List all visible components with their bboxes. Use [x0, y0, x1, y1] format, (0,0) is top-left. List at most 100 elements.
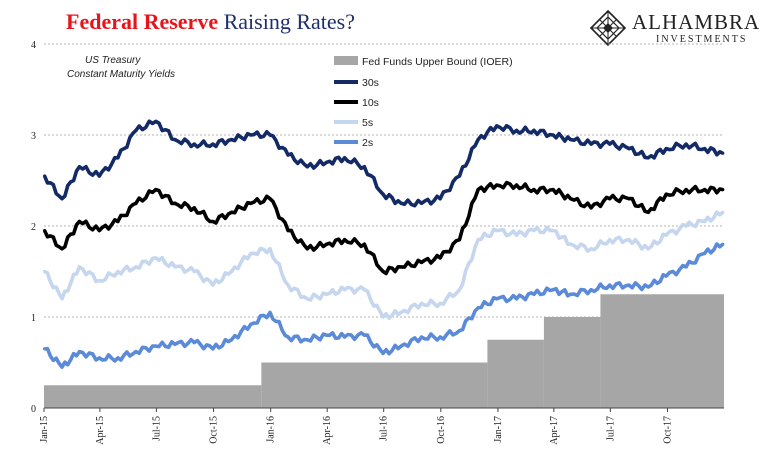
data-point-30s	[457, 174, 462, 178]
data-point-5s	[324, 292, 329, 296]
legend-swatch-fed-funds	[334, 56, 358, 65]
data-point-30s	[286, 153, 290, 157]
data-point-2s	[551, 288, 555, 292]
data-point-10s	[286, 228, 290, 233]
data-point-5s	[589, 247, 593, 251]
data-point-10s	[43, 228, 47, 233]
title-part1: Federal Reserve	[66, 9, 219, 34]
data-point-2s	[154, 344, 158, 348]
data-point-30s	[249, 133, 253, 137]
y-tick-label-3: 3	[31, 131, 36, 142]
data-point-10s	[173, 201, 177, 205]
data-point-10s	[60, 247, 64, 251]
data-point-5s	[60, 297, 64, 301]
data-point-2s	[268, 310, 272, 315]
data-point-10s	[211, 219, 215, 224]
data-point-2s	[684, 265, 688, 269]
data-point-30s	[514, 128, 519, 133]
data-point-10s	[551, 188, 555, 192]
data-point-10s	[589, 206, 593, 210]
data-point-30s	[77, 165, 81, 169]
data-point-10s	[116, 219, 120, 224]
y-tick-label-4: 4	[31, 40, 36, 51]
data-point-10s	[476, 188, 480, 192]
data-point-10s	[646, 210, 650, 214]
data-point-2s	[457, 329, 462, 333]
data-point-10s	[627, 197, 631, 201]
data-point-5s	[116, 269, 120, 274]
data-point-10s	[381, 269, 385, 274]
data-point-30s	[342, 156, 347, 160]
company-logo: ALHAMBRA INVESTMENTS	[590, 8, 762, 48]
data-point-10s	[399, 265, 403, 269]
x-tick-label-Jul-17: Jul-17	[605, 416, 616, 441]
legend-label-fed-funds: Fed Funds Upper Bound (IOER)	[362, 56, 513, 68]
data-point-5s	[154, 256, 158, 260]
data-point-5s	[342, 288, 347, 292]
data-point-5s	[684, 224, 688, 228]
data-point-30s	[154, 119, 158, 123]
data-point-5s	[173, 265, 177, 269]
data-point-30s	[608, 142, 612, 146]
data-point-2s	[97, 356, 101, 360]
data-point-2s	[134, 349, 138, 354]
data-point-2s	[532, 292, 536, 296]
data-point-5s	[495, 228, 499, 233]
axes: 0 1 2 3 4 Jan-15 Apr-15 Jul-15 Oct-15 Jan-16 Apr-1…	[31, 40, 724, 445]
data-point-10s	[703, 188, 707, 192]
data-point-5s	[399, 310, 403, 315]
x-tick-label-Apr-15: Apr-15	[95, 416, 106, 445]
data-point-2s	[116, 356, 120, 360]
data-point-10s	[419, 260, 424, 264]
fed-funds-step-3	[543, 317, 601, 408]
x-tick-label-Jul-16: Jul-16	[379, 416, 390, 441]
data-point-2s	[60, 365, 64, 369]
x-tick-label-Oct-17: Oct-17	[662, 416, 673, 444]
x-tick-label-Jan-17: Jan-17	[493, 416, 504, 443]
data-point-2s	[495, 297, 499, 301]
legend-label-2s: 2s	[362, 137, 373, 149]
data-point-2s	[703, 251, 707, 255]
data-point-5s	[514, 233, 519, 237]
data-point-2s	[324, 333, 329, 337]
data-point-10s	[362, 242, 367, 246]
data-point-30s	[116, 156, 120, 160]
data-point-30s	[646, 156, 650, 160]
chart-annotation-line: Constant Maturity Yields	[67, 69, 175, 80]
data-point-10s	[342, 238, 347, 242]
data-point-30s	[268, 133, 272, 137]
data-point-30s	[43, 174, 47, 178]
x-tick-label-Jul-15: Jul-15	[151, 416, 162, 441]
data-point-10s	[192, 206, 196, 210]
data-point-2s	[192, 340, 196, 345]
data-point-5s	[77, 265, 81, 269]
data-point-30s	[684, 142, 688, 146]
data-point-5s	[305, 297, 309, 301]
x-tick-label-Oct-16: Oct-16	[436, 416, 447, 444]
data-point-10s	[305, 247, 309, 251]
data-point-2s	[608, 283, 612, 287]
fed-funds-area	[44, 294, 724, 408]
data-point-5s	[43, 269, 47, 274]
y-tick-label-2: 2	[31, 222, 36, 233]
data-point-5s	[457, 288, 462, 292]
data-point-5s	[703, 219, 707, 224]
x-tick-label-Apr-17: Apr-17	[549, 416, 560, 445]
x-tick-label-Jan-15: Jan-15	[39, 416, 50, 443]
fed-funds-step-4	[600, 294, 724, 408]
y-tick-label-0: 0	[31, 404, 36, 415]
data-point-2s	[399, 344, 403, 348]
data-point-2s	[627, 283, 631, 287]
data-point-10s	[684, 188, 688, 192]
data-point-2s	[342, 335, 347, 339]
data-point-30s	[438, 197, 442, 201]
logo-name: ALHAMBRA	[632, 10, 761, 34]
data-point-30s	[399, 201, 403, 205]
data-point-30s	[589, 142, 593, 146]
data-point-2s	[646, 285, 650, 289]
data-point-30s	[551, 133, 555, 137]
data-point-5s	[97, 279, 101, 283]
chart-annotation-line: US Treasury	[85, 55, 141, 66]
data-point-5s	[438, 301, 442, 305]
